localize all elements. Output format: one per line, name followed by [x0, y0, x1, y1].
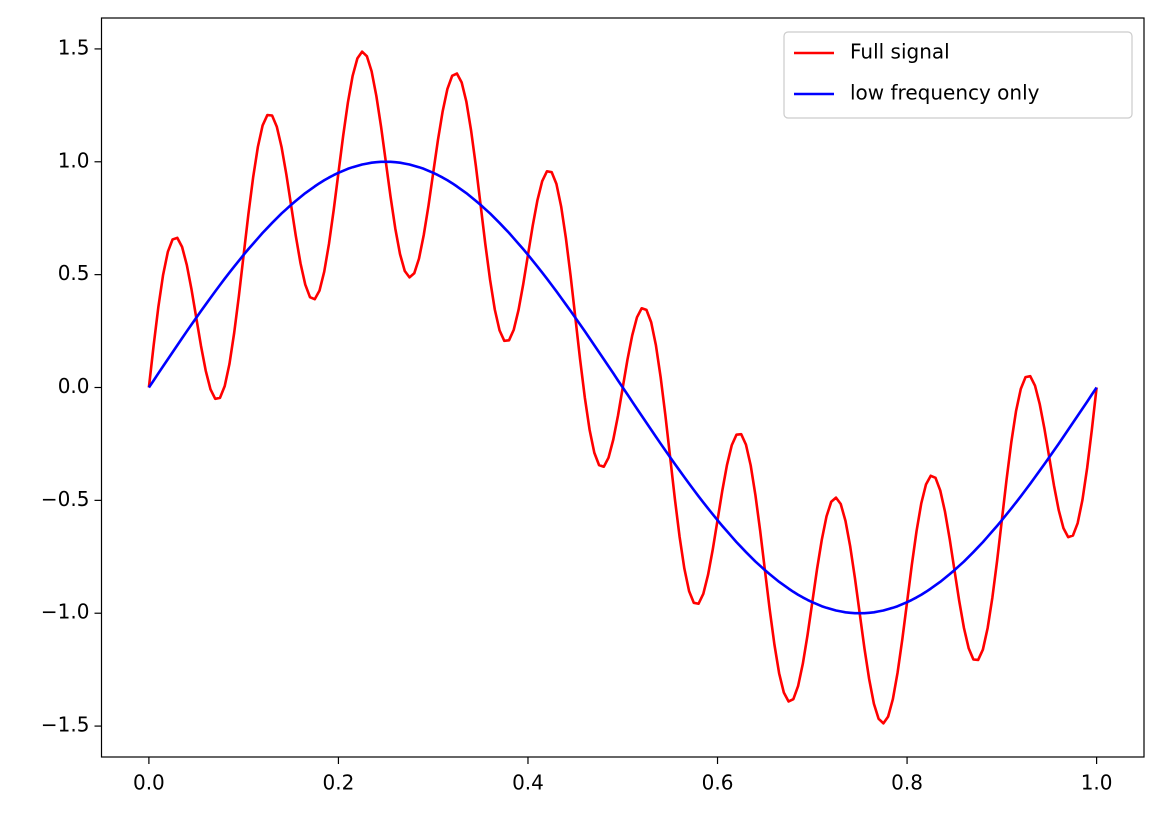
- y-tick-label: 0.0: [58, 374, 90, 398]
- y-tick-label: −0.5: [41, 487, 90, 511]
- y-tick-label: −1.5: [41, 713, 90, 737]
- x-tick-label: 0.0: [133, 771, 165, 795]
- y-tick-label: 0.5: [58, 261, 90, 285]
- line: [147, 160, 1098, 615]
- x-tick-label: 0.8: [891, 771, 923, 795]
- axes-frame: [100, 17, 1145, 758]
- legend-label: Full signal: [850, 40, 950, 64]
- x-tick-label: 0.6: [702, 771, 734, 795]
- y-tick-label: −1.0: [41, 600, 90, 624]
- legend-label: low frequency only: [850, 81, 1040, 105]
- legend: Full signal low frequency only: [783, 31, 1133, 119]
- y-tick-label: 1.5: [58, 35, 90, 59]
- x-tick-label: 0.4: [512, 771, 544, 795]
- x-tick-label: 1.0: [1081, 771, 1113, 795]
- legend-box: [783, 31, 1133, 119]
- x-tick-label: 0.2: [323, 771, 355, 795]
- y-tick-label: 1.0: [58, 148, 90, 172]
